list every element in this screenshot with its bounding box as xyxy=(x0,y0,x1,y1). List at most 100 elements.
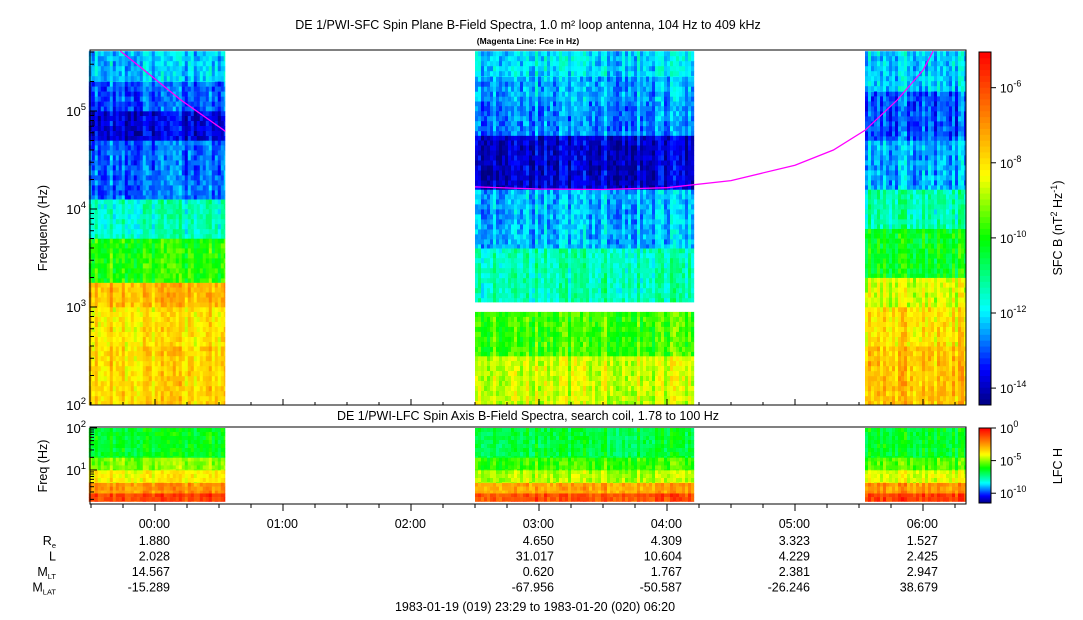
spectrogram-pixel xyxy=(103,317,108,323)
spectrogram-pixel xyxy=(496,321,500,328)
spectrogram-pixel xyxy=(154,96,159,102)
spectrogram-pixel xyxy=(661,376,665,382)
spectrogram-pixel xyxy=(127,307,132,313)
spectrogram-pixel xyxy=(133,170,138,176)
spectrogram-pixel xyxy=(97,229,102,235)
spectrogram-pixel xyxy=(175,238,180,244)
spectrogram-pixel xyxy=(628,346,632,353)
spectrogram-pixel xyxy=(190,61,195,67)
spectrogram-pixel xyxy=(550,366,554,372)
spectrogram-pixel xyxy=(595,351,599,357)
spectrogram-pixel xyxy=(499,346,503,353)
spectrogram-pixel xyxy=(115,71,120,77)
spectrogram-pixel xyxy=(586,381,590,387)
spectrogram-pixel xyxy=(115,229,120,235)
spectrogram-pixel xyxy=(94,312,99,318)
spectrogram-pixel xyxy=(97,381,102,387)
spectrogram-pixel xyxy=(202,91,207,97)
spectrogram-pixel xyxy=(187,224,192,230)
spectrogram-pixel xyxy=(484,391,488,397)
spectrogram-pixel xyxy=(97,116,102,122)
spectrogram-pixel xyxy=(205,155,210,161)
spectrogram-pixel xyxy=(631,331,635,338)
spectrogram-pixel xyxy=(622,376,626,382)
spectrogram-pixel xyxy=(544,326,548,333)
spectrogram-pixel xyxy=(223,160,226,166)
spectrogram-pixel xyxy=(205,248,210,254)
spectrogram-pixel xyxy=(175,76,180,82)
spectrogram-pixel xyxy=(496,283,500,289)
spectrogram-pixel xyxy=(643,321,647,328)
spectrogram-pixel xyxy=(481,361,485,367)
spectrogram-pixel xyxy=(148,332,153,338)
spectrogram-pixel xyxy=(94,165,99,171)
spectrogram-pixel xyxy=(562,361,566,367)
spectrogram-pixel xyxy=(538,391,542,397)
spectrogram-pixel xyxy=(490,376,494,382)
spectrogram-pixel xyxy=(667,376,671,382)
spectrogram-pixel xyxy=(586,376,590,382)
spectrogram-pixel xyxy=(139,234,144,239)
spectrogram-pixel xyxy=(151,56,156,62)
spectrogram-pixel xyxy=(550,351,554,357)
spectrogram-pixel xyxy=(196,131,201,137)
spectrogram-pixel xyxy=(517,283,521,289)
spectrogram-pixel xyxy=(157,56,162,62)
spectrogram-pixel xyxy=(202,145,207,151)
spectrogram-pixel xyxy=(190,121,195,127)
spectrogram-pixel xyxy=(172,351,177,357)
spectrogram-pixel xyxy=(103,307,108,313)
spectrogram-pixel xyxy=(109,116,114,122)
spectrogram-pixel xyxy=(682,346,686,353)
spectrogram-pixel xyxy=(601,326,605,333)
spectrogram-pixel xyxy=(136,396,141,402)
spectrogram-pixel xyxy=(196,381,201,387)
spectrogram-pixel xyxy=(160,302,165,308)
spectrogram-pixel xyxy=(223,342,226,347)
spectrogram-pixel xyxy=(172,287,177,293)
spectrogram-pixel xyxy=(679,311,683,318)
spectrogram-pixel xyxy=(199,381,204,387)
spectrogram-pixel xyxy=(223,391,226,397)
spectrogram-pixel xyxy=(208,371,213,377)
spectrogram-pixel xyxy=(115,96,120,102)
spectrogram-pixel xyxy=(676,316,680,323)
spectrogram-pixel xyxy=(133,165,138,171)
spectrogram-pixel xyxy=(196,106,201,112)
spectrogram-pixel xyxy=(106,332,111,338)
spectrogram-pixel xyxy=(211,282,216,288)
spectrogram-pixel xyxy=(148,66,153,72)
spectrogram-pixel xyxy=(160,190,165,196)
spectrogram-pixel xyxy=(571,356,575,362)
spectrogram-pixel xyxy=(172,376,177,382)
spectrogram-pixel xyxy=(589,311,593,318)
spectrogram-pixel xyxy=(112,190,117,196)
spectrogram-pixel xyxy=(475,386,479,392)
spectrogram-pixel xyxy=(622,366,626,372)
spectrogram-pixel xyxy=(577,326,581,333)
spectrogram-pixel xyxy=(490,356,494,362)
spectrogram-pixel xyxy=(178,150,183,156)
spectrogram-pixel xyxy=(220,238,225,244)
spectrogram-pixel xyxy=(196,361,201,367)
spectrogram-pixel xyxy=(493,248,497,254)
spectrogram-pixel xyxy=(172,238,177,244)
spectrogram-pixel xyxy=(178,219,183,225)
spectrogram-pixel xyxy=(670,371,674,377)
spectrogram-pixel xyxy=(112,175,117,181)
spectrogram-pixel xyxy=(535,311,539,318)
spectrogram-pixel xyxy=(127,195,132,200)
spectrogram-pixel xyxy=(142,224,147,230)
spectrogram-pixel xyxy=(217,140,222,146)
spectrogram-pixel xyxy=(220,86,225,92)
spectrogram-pixel xyxy=(151,145,156,151)
spectrogram-pixel xyxy=(91,386,96,392)
spectrogram-pixel xyxy=(112,258,117,264)
spectrogram-pixel xyxy=(148,386,153,392)
spectrogram-pixel xyxy=(637,346,641,353)
spectrogram-pixel xyxy=(151,287,156,293)
spectrogram-pixel xyxy=(655,386,659,392)
spectrogram-pixel xyxy=(478,293,482,299)
spectrogram-pixel xyxy=(190,312,195,318)
spectrogram-pixel xyxy=(538,381,542,387)
